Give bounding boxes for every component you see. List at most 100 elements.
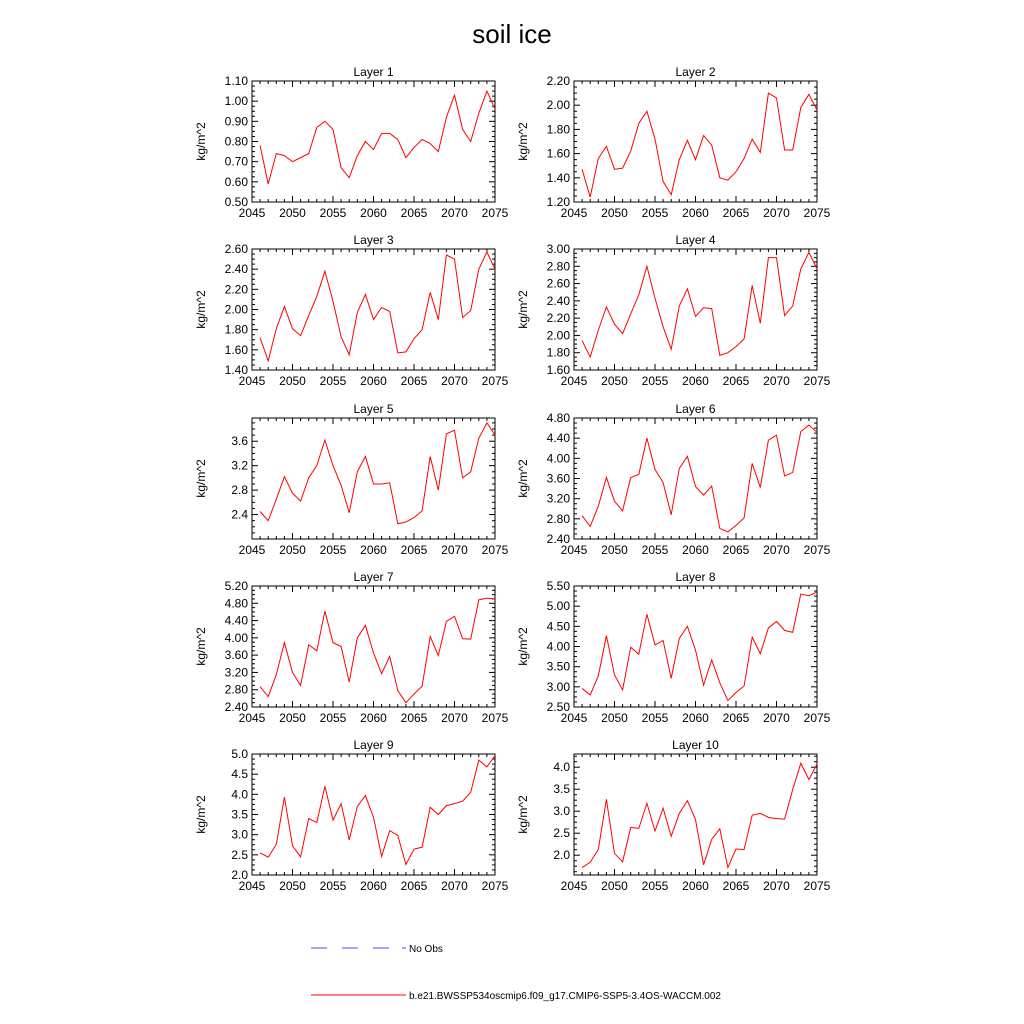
x-tick-label: 2060: [682, 543, 709, 557]
y-tick-label: 4.00: [547, 451, 571, 465]
y-tick-label: 2.20: [547, 311, 571, 325]
y-tick-label: 3.00: [547, 680, 571, 694]
y-tick-label: 2.00: [225, 303, 249, 317]
x-tick-label: 2060: [360, 711, 387, 725]
x-tick-label: 2050: [601, 374, 628, 388]
x-tick-label: 2070: [763, 711, 790, 725]
legend-model-label: b.e21.BWSSP534oscmip6.f09_g17.CMIP6-SSP5…: [409, 991, 721, 1002]
x-tick-label: 2075: [804, 374, 831, 388]
panel-frame: [251, 248, 496, 371]
series-line: [581, 92, 818, 198]
x-tick-label: 2075: [482, 879, 509, 893]
y-tick-label: 3.00: [547, 242, 571, 256]
x-tick-label: 2070: [441, 206, 468, 220]
x-tick-label: 2060: [682, 374, 709, 388]
y-tick-label: 4.0: [231, 787, 248, 801]
x-tick-label: 2070: [763, 879, 790, 893]
x-tick-label: 2055: [320, 206, 347, 220]
y-tick-label: 4.80: [225, 596, 249, 610]
panel-title: Layer 8: [675, 570, 715, 584]
x-tick-label: 2065: [401, 879, 428, 893]
y-axis-label: kg/m^2: [194, 290, 208, 329]
y-tick-label: 2.80: [225, 683, 249, 697]
y-tick-label: 2.5: [553, 826, 570, 840]
x-tick-label: 2050: [279, 711, 306, 725]
y-tick-label: 2.40: [547, 294, 571, 308]
y-tick-label: 4.40: [225, 614, 249, 628]
y-tick-label: 2.0: [231, 868, 248, 882]
y-axis-label: kg/m^2: [194, 459, 208, 498]
y-tick-label: 4.5: [231, 767, 248, 781]
x-tick-label: 2055: [642, 206, 669, 220]
x-tick-label: 2055: [642, 543, 669, 557]
x-tick-label: 2070: [763, 374, 790, 388]
x-tick-label: 2045: [561, 206, 588, 220]
x-tick-label: 2060: [360, 206, 387, 220]
x-tick-label: 2055: [320, 374, 347, 388]
series-line: [581, 761, 818, 870]
x-tick-label: 2075: [482, 711, 509, 725]
x-tick-label: 2045: [239, 374, 266, 388]
y-tick-label: 3.50: [547, 660, 571, 674]
x-tick-label: 2060: [360, 543, 387, 557]
x-tick-label: 2045: [561, 879, 588, 893]
x-tick-label: 2050: [601, 543, 628, 557]
series-line: [581, 251, 818, 359]
y-tick-label: 2.60: [547, 277, 571, 291]
panel-title: Layer 6: [675, 402, 715, 416]
x-tick-label: 2070: [441, 711, 468, 725]
x-tick-label: 2060: [682, 879, 709, 893]
panel-title: Layer 10: [672, 738, 719, 752]
x-tick-label: 2055: [642, 711, 669, 725]
y-tick-label: 0.80: [225, 135, 249, 149]
y-tick-label: 2.0: [553, 848, 570, 862]
x-tick-label: 2055: [320, 711, 347, 725]
x-tick-label: 2050: [601, 711, 628, 725]
x-tick-label: 2045: [561, 711, 588, 725]
x-tick-label: 2055: [642, 374, 669, 388]
series-line: [259, 755, 496, 866]
panel-frame: [573, 585, 818, 708]
x-tick-label: 2065: [723, 711, 750, 725]
x-tick-label: 2045: [561, 374, 588, 388]
y-tick-label: 1.00: [225, 94, 249, 108]
y-tick-label: 5.20: [225, 579, 249, 593]
panel-title: Layer 3: [353, 233, 393, 247]
x-tick-label: 2075: [804, 711, 831, 725]
y-tick-label: 1.10: [225, 74, 249, 88]
y-tick-label: 2.40: [225, 262, 249, 276]
y-tick-label: 3.20: [225, 665, 249, 679]
x-tick-label: 2055: [642, 879, 669, 893]
x-tick-label: 2070: [441, 879, 468, 893]
y-tick-label: 2.00: [547, 328, 571, 342]
panel-frame: [251, 80, 496, 203]
x-tick-label: 2060: [682, 206, 709, 220]
x-tick-label: 2065: [723, 879, 750, 893]
x-tick-label: 2070: [763, 206, 790, 220]
y-tick-label: 0.50: [225, 195, 249, 209]
x-tick-label: 2050: [601, 206, 628, 220]
y-tick-label: 5.0: [231, 747, 248, 761]
x-tick-label: 2045: [239, 543, 266, 557]
y-tick-label: 3.0: [553, 804, 570, 818]
x-tick-label: 2050: [601, 879, 628, 893]
panel-title: Layer 9: [353, 738, 393, 752]
y-tick-label: 4.40: [547, 431, 571, 445]
x-tick-label: 2070: [441, 543, 468, 557]
y-tick-label: 1.80: [547, 346, 571, 360]
x-tick-label: 2070: [763, 543, 790, 557]
y-tick-label: 3.60: [225, 648, 249, 662]
x-tick-label: 2050: [279, 543, 306, 557]
panel-title: Layer 2: [675, 65, 715, 79]
x-tick-label: 2075: [482, 543, 509, 557]
x-tick-label: 2075: [482, 206, 509, 220]
y-axis-label: kg/m^2: [516, 122, 530, 161]
y-tick-label: 2.60: [225, 242, 249, 256]
series-line: [581, 424, 818, 533]
y-tick-label: 4.50: [547, 619, 571, 633]
x-tick-label: 2075: [804, 879, 831, 893]
x-tick-label: 2045: [239, 206, 266, 220]
y-axis-label: kg/m^2: [516, 795, 530, 834]
series-line: [259, 89, 496, 184]
